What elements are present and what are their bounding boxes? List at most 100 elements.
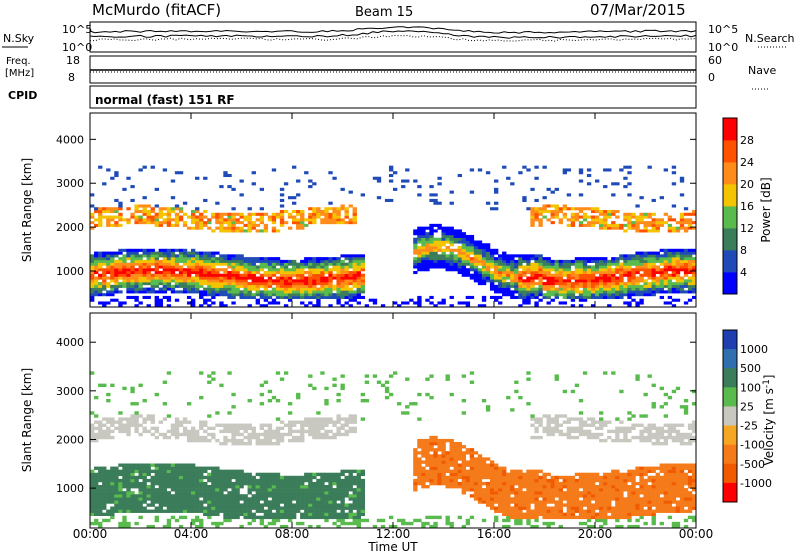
velocity-cell bbox=[530, 512, 535, 517]
power-cell bbox=[586, 270, 592, 275]
velocity-cell bbox=[340, 383, 345, 388]
power-cell bbox=[546, 218, 551, 222]
power-cell bbox=[590, 223, 596, 227]
power-cell bbox=[611, 193, 616, 197]
velocity-cell bbox=[550, 494, 555, 498]
power-cell bbox=[615, 295, 620, 299]
power-cell bbox=[162, 254, 168, 258]
power-cell bbox=[352, 207, 357, 211]
velocity-cell bbox=[413, 402, 418, 406]
power-cell bbox=[94, 282, 99, 286]
power-cell bbox=[255, 282, 260, 286]
velocity-cell bbox=[417, 481, 422, 486]
velocity-cell bbox=[275, 500, 281, 504]
velocity-cell bbox=[154, 518, 159, 523]
power-cell bbox=[90, 259, 95, 263]
velocity-cell bbox=[417, 445, 422, 449]
power-cell bbox=[227, 254, 232, 258]
power-cell bbox=[162, 295, 168, 299]
power-cell bbox=[611, 182, 616, 186]
velocity-cell bbox=[199, 395, 204, 400]
power-cell bbox=[356, 273, 361, 277]
power-cell bbox=[566, 284, 572, 288]
power-cell bbox=[619, 290, 624, 294]
velocity-cell bbox=[546, 491, 551, 495]
power-cell bbox=[437, 240, 442, 244]
power-cell bbox=[142, 165, 147, 169]
velocity-cell bbox=[360, 494, 366, 498]
power-cell bbox=[473, 251, 479, 255]
power-cell bbox=[683, 282, 689, 286]
power-cell bbox=[578, 259, 584, 263]
power-cell bbox=[643, 226, 648, 230]
power-cell bbox=[312, 268, 317, 272]
power-cell bbox=[344, 293, 349, 297]
velocity-cell bbox=[146, 491, 151, 495]
velocity-cell bbox=[231, 494, 236, 498]
power-cell bbox=[671, 259, 677, 263]
power-cell bbox=[570, 276, 576, 280]
power-cell bbox=[570, 259, 576, 263]
power-cell bbox=[316, 207, 321, 211]
power-cell bbox=[675, 251, 681, 255]
power-cell bbox=[292, 196, 297, 200]
velocity-cell bbox=[134, 481, 139, 486]
power-cell bbox=[134, 221, 139, 225]
power-cell bbox=[445, 268, 450, 272]
velocity-cell bbox=[255, 506, 260, 510]
power-cell bbox=[296, 276, 301, 280]
power-cell bbox=[586, 290, 592, 294]
power-cell bbox=[231, 293, 236, 297]
power-cell bbox=[271, 212, 277, 216]
power-cell bbox=[679, 262, 685, 266]
power-cell bbox=[590, 259, 596, 263]
power-cell bbox=[219, 287, 224, 291]
velocity-cell bbox=[292, 503, 297, 507]
power-cell bbox=[611, 276, 616, 280]
velocity-cell bbox=[441, 448, 446, 452]
velocity-cell bbox=[433, 478, 438, 483]
velocity-cell bbox=[191, 503, 196, 507]
velocity-cell bbox=[275, 512, 281, 517]
velocity-cell bbox=[356, 512, 361, 517]
velocity-cell bbox=[348, 417, 353, 421]
power-cell bbox=[219, 268, 224, 272]
velocity-cell bbox=[308, 423, 313, 427]
velocity-cell bbox=[550, 475, 555, 480]
power-cell bbox=[300, 218, 305, 222]
power-cell bbox=[534, 215, 539, 219]
velocity-cell bbox=[275, 478, 281, 483]
power-cell bbox=[550, 287, 555, 291]
power-cell bbox=[142, 287, 147, 291]
power-cell bbox=[320, 279, 325, 283]
power-cell bbox=[603, 168, 608, 172]
velocity-cell bbox=[336, 497, 341, 501]
velocity-cell bbox=[239, 497, 244, 501]
velocity-cell bbox=[207, 426, 212, 431]
velocity-cell bbox=[283, 481, 289, 486]
velocity-cell bbox=[279, 506, 285, 510]
velocity-cell bbox=[231, 509, 236, 513]
power-cell bbox=[90, 290, 95, 294]
velocity-cell bbox=[542, 488, 547, 492]
velocity-cell bbox=[154, 435, 159, 440]
power-cell bbox=[659, 221, 664, 225]
power-cell bbox=[691, 287, 697, 291]
power-cell bbox=[199, 265, 204, 269]
power-cell bbox=[437, 176, 442, 180]
power-cell bbox=[239, 262, 244, 266]
power-cell bbox=[671, 218, 677, 222]
power-cell bbox=[651, 212, 656, 216]
power-cell bbox=[691, 259, 697, 263]
power-cell bbox=[118, 262, 123, 266]
power-cell bbox=[506, 254, 511, 258]
power-cell bbox=[134, 304, 139, 308]
velocity-cell bbox=[114, 488, 119, 492]
power-cell bbox=[502, 287, 507, 291]
velocity-cell bbox=[114, 509, 119, 513]
power-cell bbox=[118, 201, 123, 205]
power-cell bbox=[477, 279, 483, 283]
velocity-cell bbox=[94, 426, 99, 431]
power-cell bbox=[106, 251, 111, 255]
power-cell bbox=[461, 237, 467, 241]
